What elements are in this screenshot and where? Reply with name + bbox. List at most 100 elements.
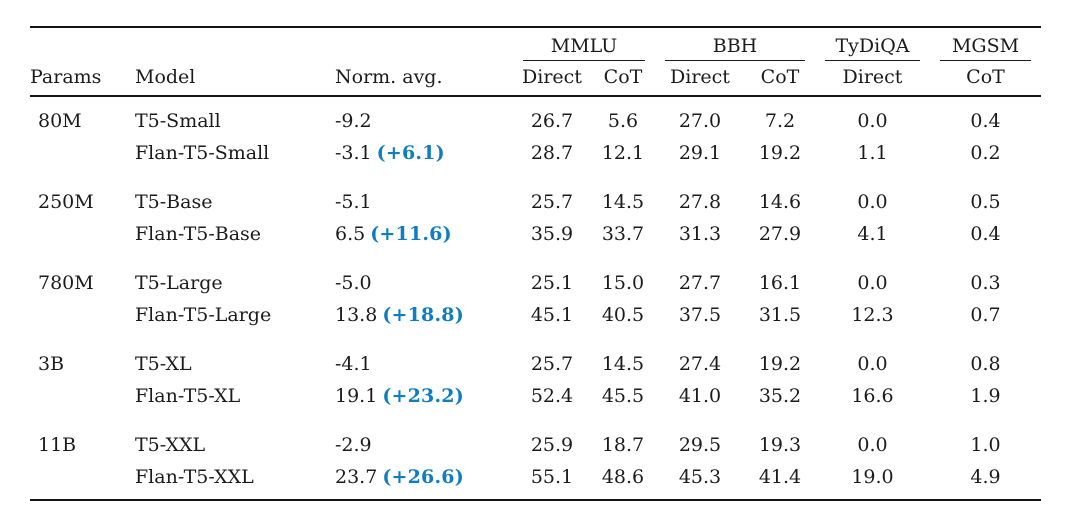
norm-avg-cell: -5.1 <box>335 186 513 218</box>
table-row-flan-t5-base: Flan-T5-Base 6.5 (+11.6) 35.9 33.7 31.3 2… <box>30 218 1041 250</box>
benchmark-results-table: MMLU BBH TyDiQA MGSM Params Model Norm. … <box>30 26 1041 501</box>
mmlu-direct-cell: 25.7 <box>530 352 574 375</box>
tydiqa-group-label: TyDiQA <box>835 35 910 57</box>
params-cell: 250M <box>38 190 94 213</box>
bbh-cot-cell: 14.6 <box>758 190 802 213</box>
bbh-cot-cell: 41.4 <box>758 465 802 488</box>
norm-avg-cell: 6.5 (+11.6) <box>335 218 513 250</box>
norm-avg-value: -2.9 <box>335 433 372 456</box>
mmlu-cot-cell: 14.5 <box>601 190 645 213</box>
bbh-cot-cell: 19.2 <box>758 352 802 375</box>
tydiqa-direct-cell: 4.1 <box>857 222 888 245</box>
group-spacer <box>30 250 1041 267</box>
mmlu-direct-cell: 28.7 <box>530 141 574 164</box>
mmlu-direct-cell: 25.1 <box>530 271 574 294</box>
blank-header-cell <box>30 27 513 61</box>
mmlu-cot-cell: 33.7 <box>601 222 645 245</box>
bbh-direct-cell: 29.5 <box>678 433 722 456</box>
tydiqa-direct-cell: 0.0 <box>857 190 888 213</box>
tydiqa-group-underline: TyDiQA <box>825 37 920 61</box>
mmlu-group-label: MMLU <box>550 35 618 57</box>
mmlu-group-header: MMLU <box>513 27 655 61</box>
model-cell: T5-XL <box>135 352 192 375</box>
mgsm-cot-cell: 0.3 <box>970 271 1001 294</box>
tydiqa-direct-cell: 0.0 <box>857 352 888 375</box>
mgsm-cot-cell: 0.8 <box>970 352 1001 375</box>
bbh-group-label: BBH <box>712 35 758 57</box>
norm-avg-value: -9.2 <box>335 109 372 132</box>
bbh-cot-cell: 19.2 <box>758 141 802 164</box>
mmlu-cot-cell: 5.6 <box>607 109 639 132</box>
bbh-group-underline: BBH <box>665 37 805 61</box>
bbh-cot-column-header: CoT <box>745 61 815 97</box>
mmlu-cot-cell: 12.1 <box>601 141 645 164</box>
mgsm-cot-cell: 1.0 <box>970 433 1001 456</box>
tydiqa-direct-cell: 0.0 <box>857 271 888 294</box>
bbh-direct-cell: 27.7 <box>678 271 722 294</box>
mmlu-cot-cell: 48.6 <box>601 465 645 488</box>
table-row-flan-t5-large: Flan-T5-Large 13.8 (+18.8) 45.1 40.5 37.5… <box>30 299 1041 331</box>
norm-avg-value: 23.7 <box>335 465 378 488</box>
bbh-direct-cell: 37.5 <box>678 303 722 326</box>
norm-avg-value: 6.5 <box>335 222 366 245</box>
group-spacer <box>30 331 1041 348</box>
tydiqa-direct-cell: 0.0 <box>857 109 888 132</box>
mgsm-cot-cell: 0.4 <box>970 109 1001 132</box>
norm-avg-value: 19.1 <box>335 384 378 407</box>
mgsm-group-header: MGSM <box>930 27 1041 61</box>
params-cell-empty <box>30 299 135 331</box>
tydiqa-direct-cell: 16.6 <box>851 384 894 407</box>
tydiqa-direct-cell: 19.0 <box>851 465 894 488</box>
mmlu-cot-cell: 45.5 <box>601 384 645 407</box>
tydiqa-direct-cell: 12.3 <box>851 303 894 326</box>
norm-avg-value: -3.1 <box>335 141 372 164</box>
model-cell: Flan-T5-Base <box>135 222 262 245</box>
bbh-direct-cell: 27.8 <box>678 190 722 213</box>
tydiqa-direct-cell: 0.0 <box>857 433 888 456</box>
group-spacer <box>30 169 1041 186</box>
tydiqa-direct-column-header: Direct <box>815 61 930 97</box>
params-cell-empty <box>30 137 135 169</box>
mgsm-group-underline: MGSM <box>940 37 1031 61</box>
model-cell: T5-Base <box>135 190 213 213</box>
bbh-cot-cell: 7.2 <box>764 109 796 132</box>
table-row-flan-t5-xxl: Flan-T5-XXL 23.7 (+26.6) 55.1 48.6 45.3 4… <box>30 461 1041 500</box>
norm-avg-cell: 13.8 (+18.8) <box>335 299 513 331</box>
table-row-t5-xl: 3B T5-XL -4.1 25.7 14.5 27.4 19.2 0.0 0.… <box>30 348 1041 380</box>
mmlu-cot-cell: 18.7 <box>601 433 645 456</box>
norm-avg-delta: (+6.1) <box>376 141 445 164</box>
norm-avg-cell: -4.1 <box>335 348 513 380</box>
group-spacer <box>30 412 1041 429</box>
mgsm-cot-cell: 1.9 <box>970 384 1001 407</box>
mmlu-direct-cell: 26.7 <box>530 109 574 132</box>
norm-avg-delta: (+18.8) <box>382 303 464 326</box>
mmlu-direct-cell: 35.9 <box>530 222 574 245</box>
bbh-direct-cell: 29.1 <box>678 141 722 164</box>
table-body: 80M T5-Small -9.2 26.7 5.6 27.0 7.2 0.0 … <box>30 96 1041 500</box>
model-column-header: Model <box>135 61 335 97</box>
model-cell: T5-XXL <box>135 433 206 456</box>
norm-avg-value: -5.1 <box>335 190 372 213</box>
params-cell-empty <box>30 218 135 250</box>
norm-avg-value: -5.0 <box>335 271 372 294</box>
mmlu-cot-cell: 15.0 <box>601 271 645 294</box>
mmlu-cot-column-header: CoT <box>591 61 655 97</box>
bbh-direct-cell: 31.3 <box>678 222 722 245</box>
model-cell: Flan-T5-XXL <box>135 465 254 488</box>
norm-avg-cell: -3.1 (+6.1) <box>335 137 513 169</box>
mmlu-direct-cell: 45.1 <box>530 303 574 326</box>
bbh-cot-cell: 27.9 <box>758 222 802 245</box>
params-cell: 80M <box>38 109 82 132</box>
mgsm-group-label: MGSM <box>951 35 1020 57</box>
model-cell: Flan-T5-XL <box>135 384 241 407</box>
params-cell-empty <box>30 380 135 412</box>
tydiqa-direct-cell: 1.1 <box>857 141 888 164</box>
norm-avg-cell: 19.1 (+23.2) <box>335 380 513 412</box>
mgsm-cot-cell: 0.4 <box>970 222 1001 245</box>
mgsm-cot-column-header: CoT <box>930 61 1041 97</box>
mmlu-direct-cell: 52.4 <box>530 384 574 407</box>
model-cell: Flan-T5-Small <box>135 141 270 164</box>
mmlu-direct-cell: 25.7 <box>530 190 574 213</box>
mmlu-direct-column-header: Direct <box>513 61 591 97</box>
